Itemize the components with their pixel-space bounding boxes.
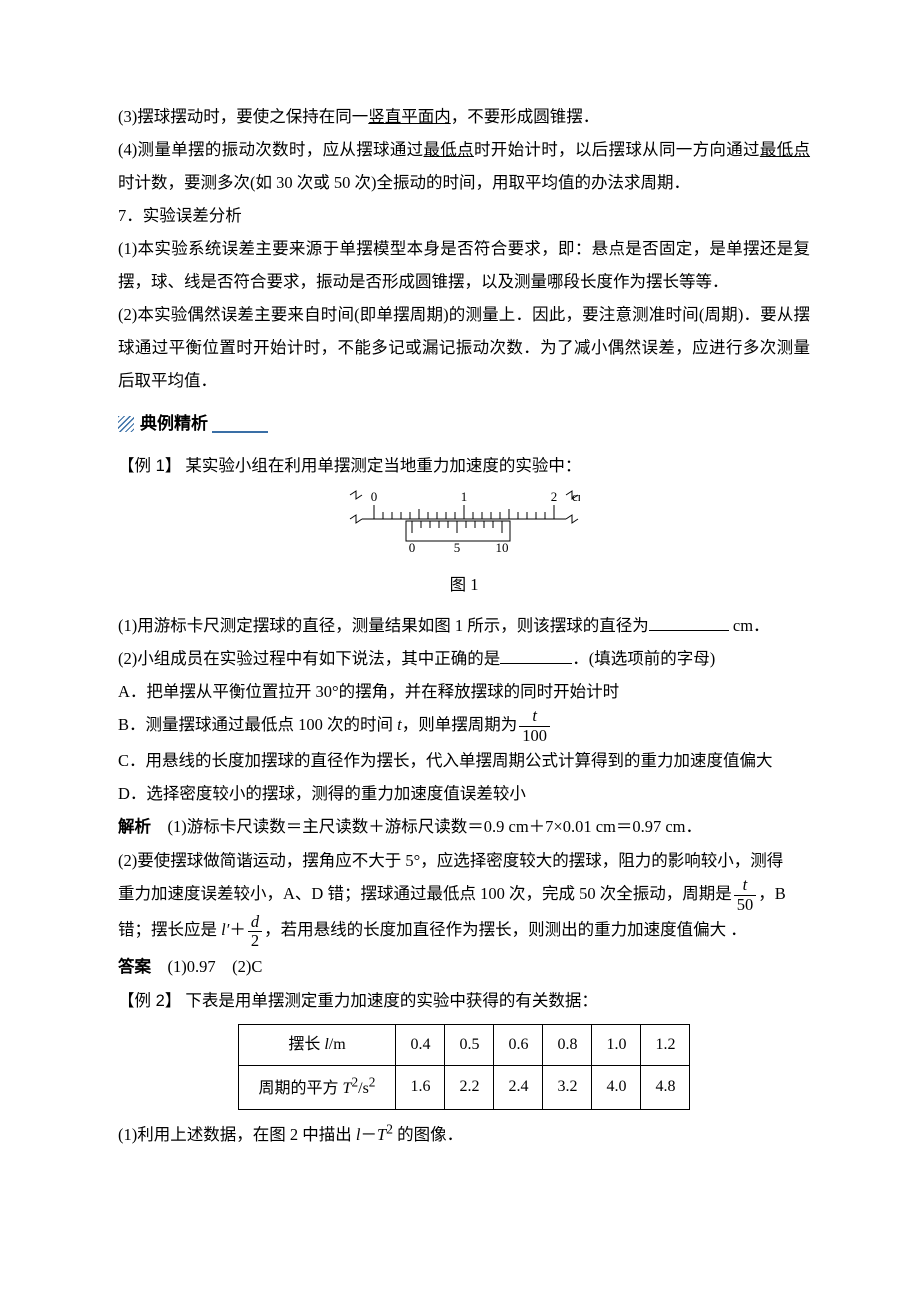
- text: ，不要形成圆锥摆．: [451, 107, 600, 126]
- text: (1)利用上述数据，在图 2 中描出 l－T2 的图像．: [118, 1125, 463, 1144]
- text: 下表是用单摆测定重力加速度的实验中获得的有关数据：: [185, 991, 598, 1010]
- text: 某实验小组在利用单摆测定当地重力加速度的实验中：: [185, 456, 581, 475]
- answer-line: 答案 (1)0.97 (2)C: [118, 950, 810, 984]
- text: 重力加速度误差较小，A、D 错；摆球通过最低点 100 次，完成 50 次全振动…: [118, 884, 732, 903]
- text: ．(填选项前的字母): [572, 649, 715, 668]
- svg-text:2: 2: [551, 489, 558, 504]
- hatch-icon: [118, 416, 134, 432]
- example-2-stem: 【例 2】 下表是用单摆测定重力加速度的实验中获得的有关数据：: [118, 984, 810, 1018]
- figure-1-caption: 图 1: [118, 568, 810, 601]
- page: (3)摆球摆动时，要使之保持在同一竖直平面内，不要形成圆锥摆． (4)测量单摆的…: [0, 0, 920, 1302]
- text: ，则单摆周期为: [402, 715, 518, 734]
- fraction: t50: [734, 877, 757, 913]
- heading-7: 7．实验误差分析: [118, 199, 810, 232]
- section-header: 典例精析: [118, 407, 810, 441]
- text: 时开始计时，以后摆球从同一方向通过: [474, 140, 760, 159]
- figure-1: 0 1 2 cm 0 5 10: [118, 489, 810, 566]
- text: ，B: [758, 884, 786, 903]
- paragraph-3: (3)摆球摆动时，要使之保持在同一竖直平面内，不要形成圆锥摆．: [118, 100, 810, 133]
- text: 错；摆长应是: [118, 920, 221, 939]
- text: cm．: [729, 616, 770, 635]
- solution-line-2b: 重力加速度误差较小，A、D 错；摆球通过最低点 100 次，完成 50 次全振动…: [118, 877, 810, 913]
- text: 周期的平方 T2/s2: [259, 1080, 376, 1097]
- error-analysis-2: (2)本实验偶然误差主要来自时间(即单摆周期)的测量上．因此，要注意测准时间(周…: [118, 298, 810, 397]
- table-row: 摆长 l/m 0.4 0.5 0.6 0.8 1.0 1.2: [238, 1024, 690, 1065]
- svg-text:0: 0: [409, 540, 416, 555]
- row-header: 摆长 l/m: [238, 1024, 396, 1065]
- numerator: t: [734, 877, 757, 896]
- option-a: A．把单摆从平衡位置拉开 30°的摆角，并在释放摆球的同时开始计时: [118, 675, 810, 708]
- table-cell: 0.8: [543, 1024, 592, 1065]
- table-cell: 3.2: [543, 1065, 592, 1109]
- table-cell: 1.0: [592, 1024, 641, 1065]
- answer-label: 答案: [118, 958, 151, 976]
- example-1-stem: 【例 1】 某实验小组在利用单摆测定当地重力加速度的实验中：: [118, 449, 810, 483]
- table-cell: 0.6: [494, 1024, 543, 1065]
- numerator: t: [519, 708, 550, 727]
- answer-text: (1)0.97 (2)C: [168, 957, 263, 976]
- underline-text: 最低点: [423, 140, 473, 159]
- svg-text:5: 5: [454, 540, 461, 555]
- text: (3)摆球摆动时，要使之保持在同一: [118, 107, 368, 126]
- example-label: 【例 2】: [118, 992, 181, 1010]
- section-rule: [212, 431, 268, 432]
- table-cell: 2.2: [445, 1065, 494, 1109]
- denominator: 50: [734, 896, 757, 914]
- svg-text:1: 1: [461, 489, 468, 504]
- solution-line-2a: (2)要使摆球做简谐运动，摆角应不大于 5°，应选择密度较大的摆球，阻力的影响较…: [118, 844, 810, 877]
- blank-input[interactable]: [500, 647, 572, 665]
- fraction: t100: [519, 708, 550, 744]
- underline-text: 竖直平面内: [368, 107, 451, 126]
- svg-text:cm: cm: [572, 489, 580, 504]
- table-cell: 1.6: [396, 1065, 445, 1109]
- fraction: d2: [248, 914, 262, 950]
- plus: ＋: [229, 920, 246, 939]
- paragraph-4: (4)测量单摆的振动次数时，应从摆球通过最低点时开始计时，以后摆球从同一方向通过…: [118, 133, 810, 199]
- solution-line-1: 解析 (1)游标卡尺读数＝主尺读数＋游标尺读数＝0.9 cm＋7×0.01 cm…: [118, 810, 810, 844]
- denominator: 100: [519, 727, 550, 745]
- option-b: B．测量摆球通过最低点 100 次的时间 t，则单摆周期为t100: [118, 708, 810, 744]
- section-title: 典例精析: [140, 407, 208, 441]
- text: 摆长 l/m: [288, 1036, 345, 1053]
- data-table: 摆长 l/m 0.4 0.5 0.6 0.8 1.0 1.2 周期的平方 T2/…: [238, 1024, 691, 1110]
- option-c: C．用悬线的长度加摆球的直径作为摆长，代入单摆周期公式计算得到的重力加速度值偏大: [118, 744, 810, 777]
- text: (1)用游标卡尺测定摆球的直径，测量结果如图 1 所示，则该摆球的直径为: [118, 616, 649, 635]
- ex1-q1: (1)用游标卡尺测定摆球的直径，测量结果如图 1 所示，则该摆球的直径为 cm．: [118, 609, 810, 642]
- table-cell: 2.4: [494, 1065, 543, 1109]
- table-cell: 4.0: [592, 1065, 641, 1109]
- table-cell: 0.5: [445, 1024, 494, 1065]
- solution-line-2c: 错；摆长应是 l′＋d2，若用悬线的长度加直径作为摆长，则测出的重力加速度值偏大…: [118, 913, 810, 949]
- text: ，若用悬线的长度加直径作为摆长，则测出的重力加速度值偏大 ．: [264, 920, 747, 939]
- ex1-q2: (2)小组成员在实验过程中有如下说法，其中正确的是 ．(填选项前的字母): [118, 642, 810, 675]
- row-header: 周期的平方 T2/s2: [238, 1065, 396, 1109]
- blank-input[interactable]: [649, 614, 729, 632]
- caliper-diagram: 0 1 2 cm 0 5 10: [348, 489, 580, 555]
- text: (1)游标卡尺读数＝主尺读数＋游标尺读数＝0.9 cm＋7×0.01 cm＝0.…: [168, 817, 703, 836]
- text: (2)小组成员在实验过程中有如下说法，其中正确的是: [118, 649, 500, 668]
- text: 时计数，要测多次(如 30 次或 50 次)全振动的时间，用取平均值的办法求周期…: [118, 173, 690, 192]
- svg-text:0: 0: [371, 489, 378, 504]
- text: (4)测量单摆的振动次数时，应从摆球通过: [118, 140, 423, 159]
- table-row: 周期的平方 T2/s2 1.6 2.2 2.4 3.2 4.0 4.8: [238, 1065, 690, 1109]
- option-d: D．选择密度较小的摆球，测得的重力加速度值误差较小: [118, 777, 810, 810]
- svg-text:10: 10: [496, 540, 509, 555]
- denominator: 2: [248, 932, 262, 950]
- error-analysis-1: (1)本实验系统误差主要来源于单摆模型本身是否符合要求，即：悬点是否固定，是单摆…: [118, 232, 810, 298]
- table-cell: 1.2: [641, 1024, 690, 1065]
- example-label: 【例 1】: [118, 457, 181, 475]
- solution-label: 解析: [118, 818, 151, 836]
- ex2-q1: (1)利用上述数据，在图 2 中描出 l－T2 的图像．: [118, 1116, 810, 1152]
- text: B．测量摆球通过最低点 100 次的时间: [118, 715, 397, 734]
- underline-text: 最低点: [760, 140, 810, 159]
- numerator: d: [248, 914, 262, 933]
- table-cell: 4.8: [641, 1065, 690, 1109]
- table-cell: 0.4: [396, 1024, 445, 1065]
